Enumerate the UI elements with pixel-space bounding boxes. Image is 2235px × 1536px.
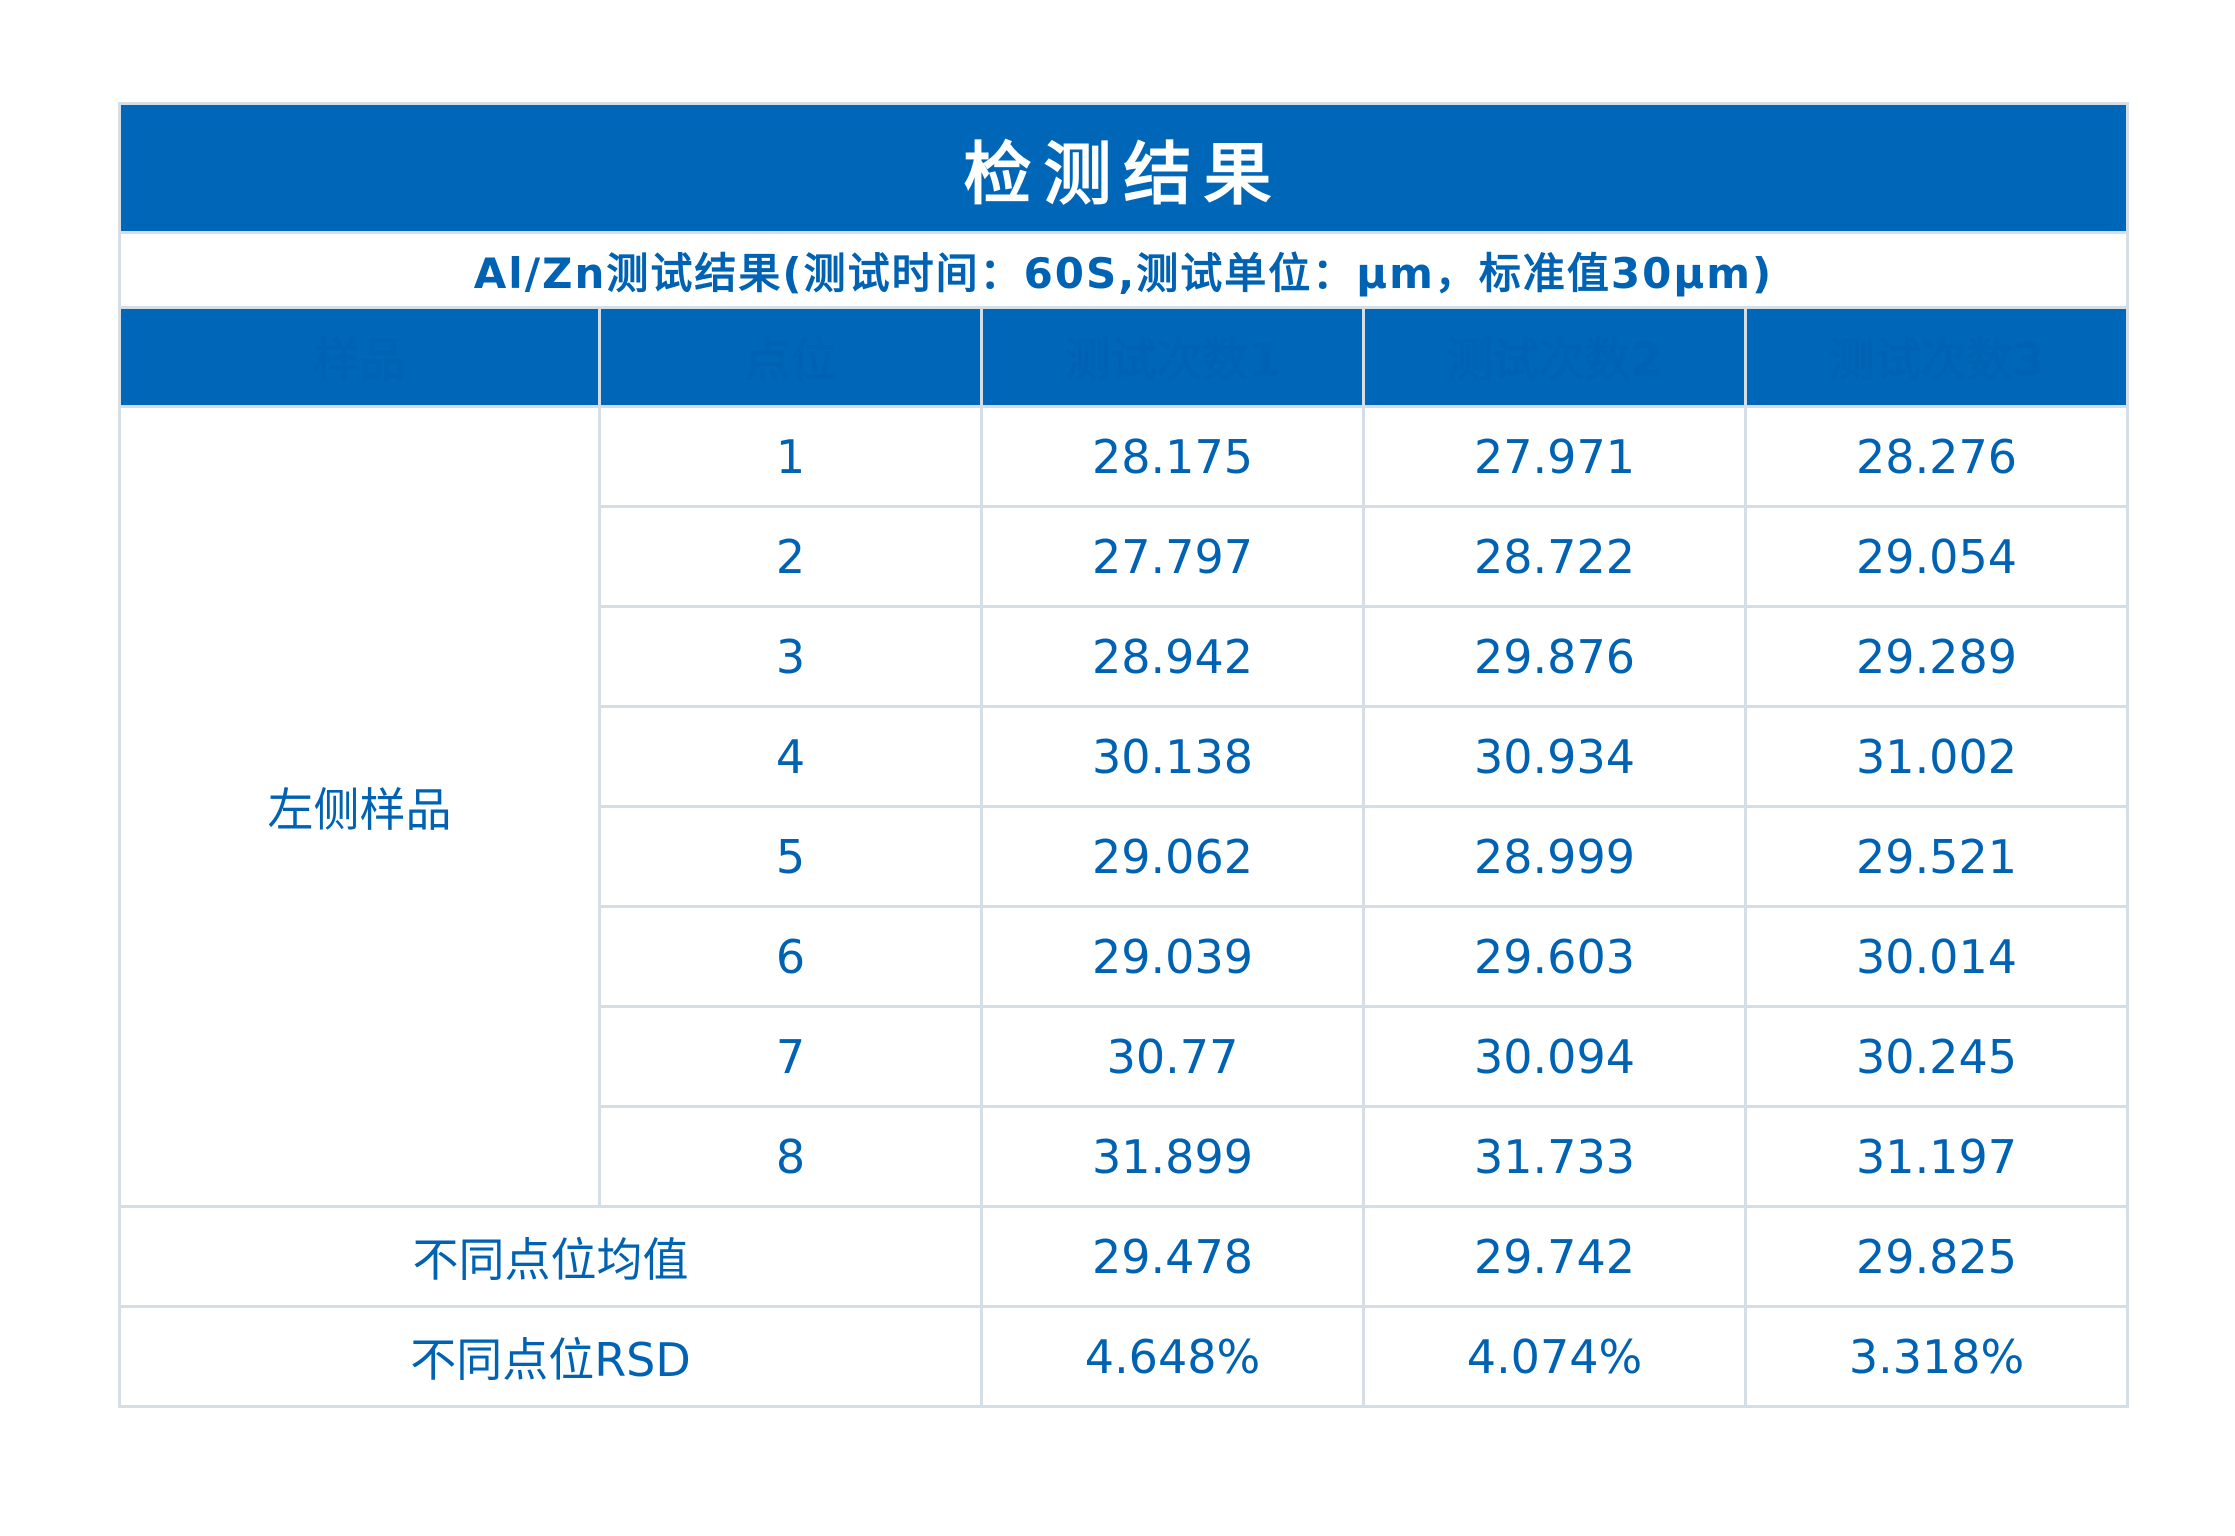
table-title: 检测结果 — [117, 102, 2130, 234]
rsd-row: 不同点位RSD 4.648% 4.074% 3.318% — [118, 1305, 2130, 1408]
table-row: 2 27.797 28.722 29.054 — [120, 505, 2130, 608]
test-1-cell: 27.797 — [980, 505, 1365, 608]
test-1-cell: 30.138 — [980, 705, 1365, 808]
test-2-cell: 30.934 — [1362, 705, 1747, 808]
test-3-cell: 29.054 — [1743, 505, 2130, 608]
title-row: 检测结果 — [117, 102, 2130, 234]
test-3-cell: 29.289 — [1743, 605, 2130, 708]
test-1-cell: 31.899 — [980, 1105, 1365, 1208]
results-table-container: 检测结果 Al/Zn测试结果(测试时间：60S,测试单位：μm，标准值30μm)… — [117, 102, 2130, 1408]
table-row: 6 29.039 29.603 30.014 — [120, 905, 2130, 1008]
table-row: 3 28.942 29.876 29.289 — [120, 605, 2130, 708]
test-3-cell: 28.276 — [1743, 405, 2130, 508]
point-cell: 1 — [598, 405, 983, 508]
test-2-cell: 29.876 — [1362, 605, 1747, 708]
header-test-3: 测试次数3 — [1743, 306, 2130, 408]
point-cell: 4 — [598, 705, 983, 808]
subtitle-row: Al/Zn测试结果(测试时间：60S,测试单位：μm，标准值30μm) — [117, 231, 2130, 309]
table-row: 4 30.138 30.934 31.002 — [120, 705, 2130, 808]
test-2-cell: 28.999 — [1362, 805, 1747, 908]
point-cell: 6 — [598, 905, 983, 1008]
point-cell: 2 — [598, 505, 983, 608]
point-cell: 3 — [598, 605, 983, 708]
results-table: 检测结果 Al/Zn测试结果(测试时间：60S,测试单位：μm，标准值30μm)… — [117, 102, 2130, 1408]
test-1-cell: 30.77 — [980, 1005, 1365, 1108]
test-2-cell: 31.733 — [1362, 1105, 1747, 1208]
test-1-cell: 29.039 — [980, 905, 1365, 1008]
rsd-test-2: 4.074% — [1362, 1305, 1747, 1408]
rsd-test-1: 4.648% — [980, 1305, 1365, 1408]
test-2-cell: 30.094 — [1362, 1005, 1747, 1108]
mean-label: 不同点位均值 — [118, 1205, 983, 1308]
table-row: 7 30.77 30.094 30.245 — [120, 1005, 2130, 1108]
mean-test-3: 29.825 — [1743, 1205, 2130, 1308]
test-3-cell: 31.197 — [1743, 1105, 2130, 1208]
table-row: 5 29.062 28.999 29.521 — [120, 805, 2130, 908]
header-row: 样品 点位 测试次数1 测试次数2 测试次数3 — [118, 306, 2130, 408]
test-1-cell: 28.175 — [980, 405, 1365, 508]
test-3-cell: 29.521 — [1743, 805, 2130, 908]
header-point: 点位 — [598, 306, 983, 408]
mean-test-1: 29.478 — [980, 1205, 1365, 1308]
rsd-label: 不同点位RSD — [118, 1305, 983, 1408]
table-row: 左侧样品 1 28.175 27.971 28.276 — [118, 405, 2130, 1208]
test-1-cell: 28.942 — [980, 605, 1365, 708]
test-1-cell: 29.062 — [980, 805, 1365, 908]
point-cell: 7 — [598, 1005, 983, 1108]
mean-test-2: 29.742 — [1362, 1205, 1747, 1308]
mean-row: 不同点位均值 29.478 29.742 29.825 — [118, 1205, 2130, 1308]
table-subtitle: Al/Zn测试结果(测试时间：60S,测试单位：μm，标准值30μm) — [117, 231, 2130, 309]
point-cell: 5 — [598, 805, 983, 908]
header-test-1: 测试次数1 — [980, 306, 1365, 408]
test-3-cell: 30.014 — [1743, 905, 2130, 1008]
data-body: 左侧样品 1 28.175 27.971 28.276 2 27.797 28.722 29.0… — [118, 405, 2130, 1208]
rsd-test-3: 3.318% — [1743, 1305, 2130, 1408]
table-row: 8 31.899 31.733 31.197 — [120, 1105, 2130, 1208]
test-2-cell: 29.603 — [1362, 905, 1747, 1008]
header-test-2: 测试次数2 — [1362, 306, 1747, 408]
sample-name: 左侧样品 — [118, 405, 601, 1208]
test-3-cell: 30.245 — [1743, 1005, 2130, 1108]
header-sample: 样品 — [118, 306, 601, 408]
test-2-cell: 28.722 — [1362, 505, 1747, 608]
point-cell: 8 — [598, 1105, 983, 1208]
test-2-cell: 27.971 — [1362, 405, 1747, 508]
test-3-cell: 31.002 — [1743, 705, 2130, 808]
